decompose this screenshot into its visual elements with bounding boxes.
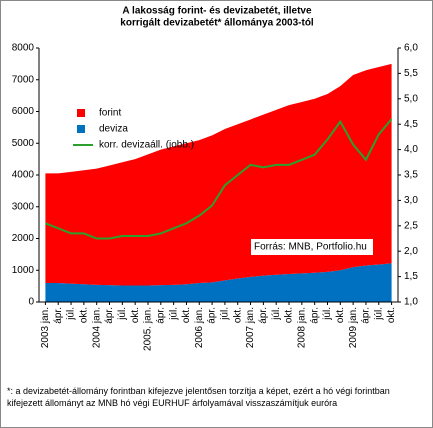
chart-title: korrigált devizabetét* állománya 2003-tó… (120, 18, 314, 29)
y-tick-label: 7000 (12, 74, 35, 85)
x-tick-label: 2003 jan. (40, 307, 51, 348)
x-tick-label: júl. (373, 307, 384, 321)
x-tick-label: júl. (322, 307, 333, 321)
x-tick-label: júl. (220, 307, 231, 321)
y2-tick-label: 4,5 (404, 119, 418, 130)
x-tick-label: júl. (168, 307, 179, 321)
y2-tick-label: 2,5 (404, 220, 418, 231)
x-tick-label: ápr. (309, 307, 320, 324)
x-tick-label: 2007 jan. (245, 307, 256, 348)
x-tick-label: júl. (117, 307, 128, 321)
legend-label: deviza (99, 124, 128, 135)
y-tick-label: 8000 (12, 43, 35, 54)
x-tick-label: júl. (66, 307, 77, 321)
x-tick-label: okt. (79, 307, 90, 323)
y2-tick-label: 5,0 (404, 93, 418, 104)
area (45, 263, 392, 302)
x-tick-label: ápr. (258, 307, 269, 324)
chart: A lakosság forint- és devizabetét, illet… (12, 6, 419, 351)
y-tick-label: 5000 (12, 138, 35, 149)
y-tick-label: 4000 (12, 170, 35, 181)
y2-tick-label: 1,0 (404, 297, 418, 308)
x-tick-label: okt. (284, 307, 295, 323)
y2-tick-label: 3,0 (404, 195, 418, 206)
y2-tick-label: 4,0 (404, 144, 418, 155)
x-tick-label: ápr. (155, 307, 166, 324)
x-tick-label: ápr. (104, 307, 115, 324)
x-tick-label: 2005. jan. (143, 307, 154, 351)
y2-tick-label: 5,5 (404, 68, 418, 79)
y-tick-label: 3000 (12, 201, 35, 212)
legend-label: korr. devizaáll. (jobb.) (99, 140, 194, 151)
y2-tick-label: 3,5 (404, 170, 418, 181)
x-tick-label: okt. (130, 307, 141, 323)
x-tick-label: 2008 jan. (296, 307, 307, 348)
legend-label: forint (99, 108, 121, 119)
source: Forrás: MNB, Portfolio.hu (254, 242, 367, 253)
x-tick-label: okt. (386, 307, 397, 323)
line (45, 118, 393, 240)
chart-title: A lakosság forint- és devizabetét, illet… (122, 6, 312, 17)
legend-swatch (77, 109, 85, 117)
x-tick-label: okt. (335, 307, 346, 323)
y-tick-label: 2000 (12, 233, 35, 244)
y-tick-label: 1000 (12, 265, 35, 276)
x-tick-label: 2004 jan. (91, 307, 102, 348)
x-tick-label: ápr. (53, 307, 64, 324)
x-tick-label: ápr. (361, 307, 372, 324)
y2-tick-label: 2,0 (404, 246, 418, 257)
y2-tick-label: 6,0 (404, 43, 418, 54)
x-tick-label: okt. (181, 307, 192, 323)
x-tick-label: 2009 jan. (348, 307, 359, 348)
footnote: *: a devizabetét-állomány forintban kife… (7, 386, 390, 408)
x-tick-label: 2006 jan. (194, 307, 205, 348)
y2-tick-label: 1,5 (404, 271, 418, 282)
x-tick-label: okt. (232, 307, 243, 323)
legend-swatch (77, 125, 85, 133)
x-tick-label: júl. (271, 307, 282, 321)
x-tick-label: ápr. (207, 307, 218, 324)
y-tick-label: 0 (28, 297, 34, 308)
y-tick-label: 6000 (12, 106, 35, 117)
source-box (251, 239, 373, 255)
area (45, 63, 392, 286)
